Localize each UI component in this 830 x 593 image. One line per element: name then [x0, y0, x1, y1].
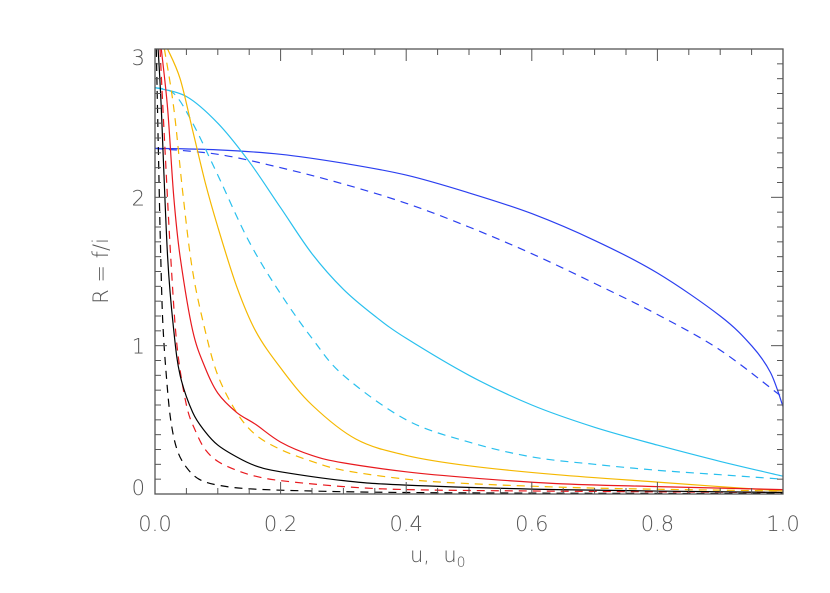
axis-ticks [154, 48, 784, 495]
series-orange-dashed [163, 49, 783, 492]
y-tick-label: 1 [132, 335, 145, 359]
x-tick-label: 0.8 [641, 512, 674, 536]
x-tick-label: 0.4 [389, 512, 422, 536]
y-tick-label: 2 [132, 186, 145, 210]
y-tick-label: 3 [132, 46, 145, 70]
x-axis-title-main: u, u [410, 543, 457, 567]
x-axis-title-subscript: 0 [457, 555, 466, 571]
series-layer [155, 49, 783, 494]
series-red-solid [160, 49, 783, 491]
y-tick-label: 0 [132, 476, 145, 500]
series-orange-solid [167, 49, 783, 492]
x-tick-label: 0.6 [515, 512, 548, 536]
x-tick-label: 1.0 [766, 512, 799, 536]
series-cyan-solid [155, 87, 783, 477]
x-tick-label: 0.0 [138, 512, 171, 536]
plot-frame [154, 48, 784, 495]
y-axis-title: R = f/i [89, 238, 113, 304]
series-blue-solid [155, 147, 783, 407]
x-tick-label: 0.2 [264, 512, 297, 536]
tick-labels: 0.0 0.2 0.4 0.6 0.8 1.0 0 1 2 3 [132, 46, 800, 536]
series-black-solid [157, 49, 783, 494]
x-axis-title: u, u0 [410, 543, 466, 571]
series-blue-dashed [155, 147, 783, 399]
series-black-dashed [155, 49, 783, 494]
series-cyan-dashed [155, 87, 783, 480]
series-red-dashed [159, 49, 783, 494]
